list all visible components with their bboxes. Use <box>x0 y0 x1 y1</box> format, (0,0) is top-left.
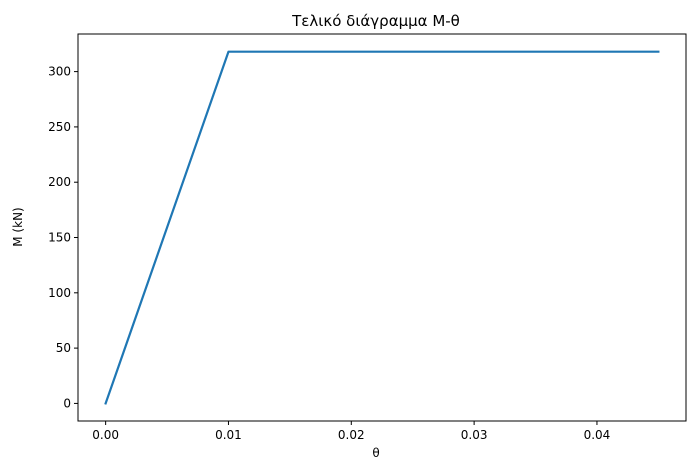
y-tick-label: 50 <box>56 341 71 355</box>
x-tick-label: 0.02 <box>338 428 365 442</box>
y-axis-label: M (kN) <box>11 207 25 246</box>
y-tick-label: 300 <box>48 65 71 79</box>
x-tick-label: 0.01 <box>215 428 242 442</box>
chart-title: Τελικό διάγραμμα M-θ <box>291 12 460 30</box>
x-axis-ticks: 0.00 0.01 0.02 0.03 0.04 <box>92 421 610 442</box>
x-tick-label: 0.04 <box>584 428 611 442</box>
plot-area <box>77 33 687 422</box>
x-tick-label: 0.00 <box>92 428 119 442</box>
y-tick-label: 150 <box>48 231 71 245</box>
series-group <box>104 50 660 405</box>
x-tick-label: 0.03 <box>461 428 488 442</box>
y-tick-label: 200 <box>48 175 71 189</box>
y-tick-label: 100 <box>48 286 71 300</box>
y-tick-label: 250 <box>48 120 71 134</box>
x-axis-label: θ <box>372 446 379 460</box>
y-axis-ticks: 0 50 100 150 200 250 300 <box>48 65 78 410</box>
y-tick-label: 0 <box>63 396 71 410</box>
series-line-m-theta <box>104 50 660 405</box>
